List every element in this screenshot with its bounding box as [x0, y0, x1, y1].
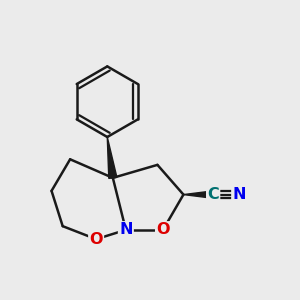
Text: O: O	[89, 232, 103, 247]
Text: C: C	[207, 187, 219, 202]
Polygon shape	[183, 191, 213, 198]
Text: N: N	[232, 187, 246, 202]
Text: N: N	[119, 222, 133, 237]
Text: O: O	[156, 222, 170, 237]
Polygon shape	[107, 137, 117, 178]
